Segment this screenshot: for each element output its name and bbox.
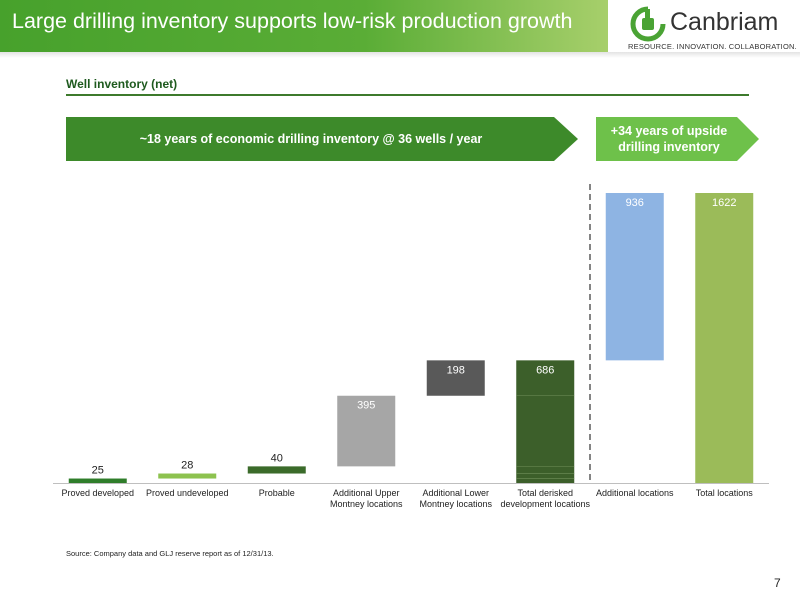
- category-label-5-line-2: Montney locations: [419, 499, 492, 509]
- canbriam-logo-icon: [630, 6, 666, 42]
- logo-tagline: RESOURCE. INNOVATION. COLLABORATION.: [628, 42, 797, 51]
- page-number: 7: [774, 576, 781, 590]
- section-title: Well inventory (net): [66, 77, 178, 91]
- bar-1: [68, 478, 127, 483]
- category-label-6-line-2: development locations: [500, 499, 590, 509]
- data-label-5: 198: [447, 364, 465, 376]
- data-label-8: 1622: [712, 197, 736, 209]
- bar-3: [247, 466, 306, 474]
- data-label-6: 686: [536, 364, 554, 376]
- bar-2: [158, 473, 217, 479]
- category-label-3-line-1: Probable: [259, 488, 295, 498]
- bar-5: [426, 360, 485, 396]
- category-label-2-line-1: Proved undeveloped: [146, 488, 229, 498]
- company-logo: Canbriam RESOURCE. INNOVATION. COLLABORA…: [628, 6, 798, 54]
- category-label-7-line-1: Additional locations: [596, 488, 674, 498]
- header-band: [0, 0, 608, 52]
- data-label-2: 28: [181, 460, 193, 472]
- data-label-1: 25: [92, 465, 104, 477]
- upside-banner-arrow: [596, 117, 759, 161]
- header-shadow: [0, 52, 800, 58]
- bar-4: [337, 395, 396, 467]
- data-label-7: 936: [626, 197, 644, 209]
- data-label-3: 40: [271, 452, 283, 464]
- bar-8: [695, 193, 754, 483]
- category-label-1-line-1: Proved developed: [61, 488, 134, 498]
- category-label-8-line-1: Total locations: [696, 488, 754, 498]
- bar-7: [605, 193, 664, 361]
- bar-6: [516, 360, 575, 483]
- inventory-banner-text: ~18 years of economic drilling inventory…: [139, 132, 483, 146]
- section-rule: [66, 94, 749, 96]
- category-label-4-line-2: Montney locations: [330, 499, 403, 509]
- category-label-4-line-1: Additional Upper: [333, 488, 400, 498]
- data-label-4: 395: [357, 400, 375, 412]
- slide-title: Large drilling inventory supports low-ri…: [12, 9, 573, 33]
- category-label-5-line-1: Additional Lower: [422, 488, 489, 498]
- logo-wordmark: Canbriam: [670, 8, 779, 36]
- upside-banner-text: +34 years of upside drilling inventory: [610, 124, 728, 154]
- inventory-banner-arrow: [66, 117, 578, 161]
- source-note: Source: Company data and GLJ reserve rep…: [66, 549, 274, 558]
- category-label-6-line-1: Total derisked: [517, 488, 573, 498]
